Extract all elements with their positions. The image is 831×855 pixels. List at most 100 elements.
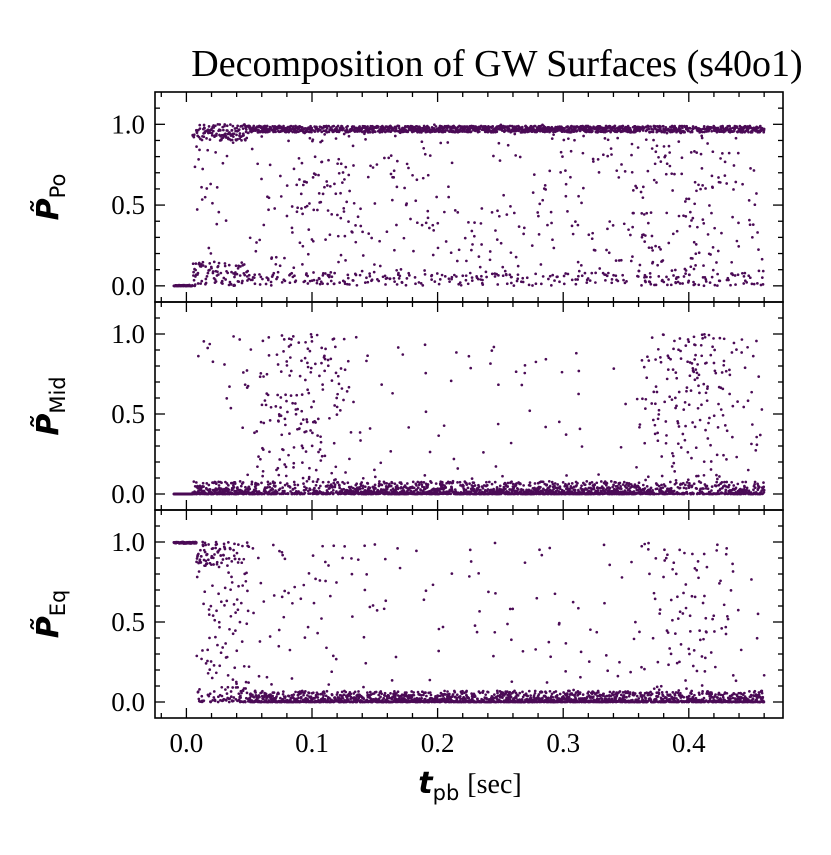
scatter-point <box>661 486 665 490</box>
scatter-point <box>650 246 654 250</box>
scatter-point <box>372 270 376 274</box>
scatter-point <box>616 136 620 140</box>
scatter-point <box>664 154 667 158</box>
scatter-point <box>385 488 389 491</box>
scatter-point <box>291 231 294 234</box>
scatter-point <box>681 126 684 130</box>
scatter-point <box>713 283 717 287</box>
scatter-point <box>359 207 362 211</box>
scatter-point <box>699 187 702 191</box>
scatter-point <box>305 479 309 483</box>
scatter-point <box>215 132 218 136</box>
scatter-point <box>630 142 634 146</box>
scatter-point <box>358 487 362 491</box>
scatter-point <box>522 226 526 230</box>
scatter-point <box>511 482 515 486</box>
scatter-point <box>485 275 488 279</box>
scatter-point <box>303 485 306 489</box>
scatter-point <box>645 275 648 279</box>
scatter-point <box>533 482 537 485</box>
scatter-point <box>314 483 318 487</box>
scatter-point <box>192 135 196 139</box>
scatter-point <box>515 279 519 283</box>
scatter-point <box>368 486 372 490</box>
scatter-point <box>339 253 343 257</box>
scatter-point <box>285 399 288 403</box>
scatter-point <box>551 273 555 277</box>
scatter-point <box>509 441 513 445</box>
scatter-point <box>346 276 350 280</box>
scatter-point <box>580 274 584 278</box>
scatter-point <box>366 280 370 284</box>
scatter-point <box>617 176 621 179</box>
scatter-point <box>204 277 208 281</box>
scatter-point <box>552 246 556 250</box>
scatter-point <box>644 407 647 410</box>
scatter-point <box>497 274 500 277</box>
scatter-point <box>606 138 610 142</box>
scatter-point <box>550 221 553 225</box>
scatter-point <box>342 337 346 341</box>
scatter-point <box>551 238 554 242</box>
scatter-point <box>621 273 625 277</box>
scatter-point <box>207 246 211 250</box>
scatter-point <box>421 284 425 287</box>
scatter-point <box>734 180 738 184</box>
scatter-point <box>329 279 333 283</box>
scatter-point <box>306 489 310 493</box>
scatter-point <box>411 173 414 177</box>
scatter-point <box>597 170 601 174</box>
scatter-point <box>282 338 286 341</box>
scatter-point <box>693 202 697 206</box>
scatter-point <box>682 275 686 278</box>
scatter-point <box>312 400 316 403</box>
scatter-point <box>585 479 589 483</box>
scatter-point <box>671 232 675 236</box>
scatter-point <box>760 276 764 279</box>
scatter-point <box>536 211 540 214</box>
scatter-point <box>466 282 470 286</box>
scatter-point <box>299 192 303 196</box>
scatter-point <box>197 135 201 139</box>
scatter-point <box>392 169 396 173</box>
scatter-point <box>685 389 688 393</box>
scatter-point <box>265 372 269 376</box>
scatter-point <box>191 284 194 288</box>
scatter-point <box>687 279 691 283</box>
scatter-point <box>751 235 754 239</box>
scatter-point <box>277 473 281 477</box>
scatter-point <box>654 125 657 128</box>
scatter-point <box>211 201 214 205</box>
scatter-point <box>428 154 432 157</box>
scatter-point <box>337 260 340 264</box>
scatter-point <box>652 138 655 142</box>
scatter-point <box>636 275 640 278</box>
scatter-point <box>456 481 459 484</box>
scatter-point <box>395 268 399 272</box>
scatter-point <box>276 363 280 366</box>
scatter-point <box>303 279 307 283</box>
scatter-point <box>470 477 474 480</box>
scatter-point <box>576 129 579 132</box>
scatter-point <box>697 384 700 388</box>
scatter-point <box>678 337 682 340</box>
scatter-point <box>285 184 289 187</box>
scatter-point <box>709 253 712 256</box>
scatter-point <box>258 238 262 242</box>
scatter-point <box>396 346 400 349</box>
scatter-point <box>631 255 634 258</box>
scatter-point <box>211 270 215 273</box>
scatter-point <box>711 245 715 249</box>
scatter-point <box>289 343 293 347</box>
scatter-point <box>519 482 522 486</box>
scatter-point <box>333 345 337 349</box>
scatter-point <box>537 214 540 218</box>
scatter-point <box>736 273 740 277</box>
scatter-point <box>354 273 358 277</box>
scatter-point <box>258 375 262 379</box>
scatter-point <box>342 398 345 402</box>
scatter-point <box>292 167 296 171</box>
scatter-point <box>423 269 426 272</box>
scatter-point <box>195 208 199 211</box>
scatter-point <box>284 423 287 427</box>
